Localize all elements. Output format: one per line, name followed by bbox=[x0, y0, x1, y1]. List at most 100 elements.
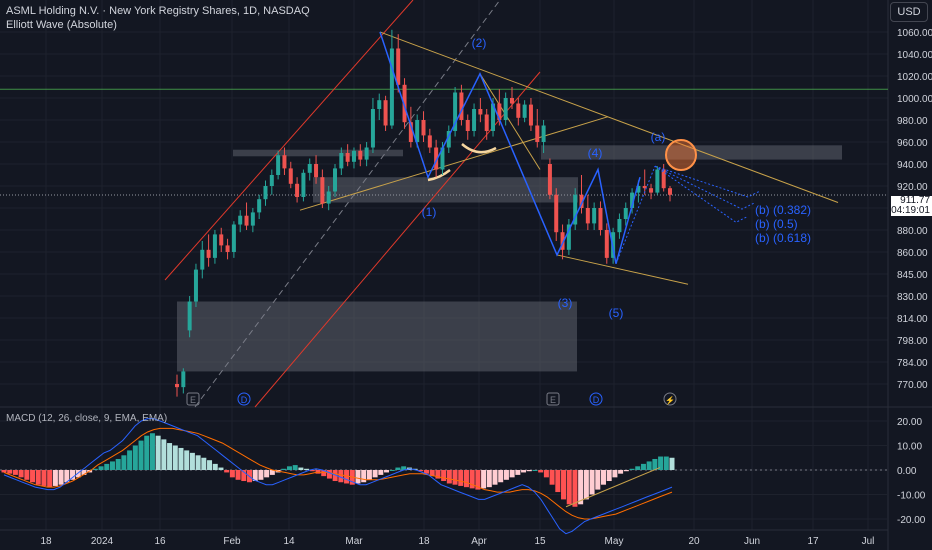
ascending-trendline bbox=[299, 116, 609, 211]
macd-histogram-bar bbox=[315, 470, 321, 474]
event-marker-label: D bbox=[241, 395, 248, 405]
macd-histogram-bar bbox=[41, 470, 47, 486]
macd-histogram-bar bbox=[532, 470, 538, 471]
supply-demand-zone bbox=[177, 301, 577, 372]
macd-histogram-bar bbox=[446, 470, 452, 484]
macd-histogram-bar bbox=[24, 470, 30, 480]
macd-histogram-bar bbox=[172, 445, 178, 470]
event-marker[interactable]: E bbox=[186, 392, 200, 406]
macd-histogram-bar bbox=[70, 470, 76, 480]
event-marker[interactable]: E bbox=[546, 392, 560, 406]
macd-histogram-bar bbox=[138, 440, 144, 470]
price-tick-label: 1000.00 bbox=[897, 94, 932, 105]
last-price-value: 911.77 bbox=[900, 195, 930, 206]
macd-histogram-bar bbox=[612, 470, 618, 478]
macd-histogram-bar bbox=[292, 465, 298, 470]
wave-label: (5) bbox=[609, 306, 624, 320]
macd-histogram-bar bbox=[384, 470, 390, 473]
macd-histogram-bar bbox=[623, 470, 629, 472]
candle-body bbox=[231, 224, 236, 252]
candle-body bbox=[408, 122, 413, 142]
time-tick-label: May bbox=[605, 536, 624, 547]
macd-histogram-bar bbox=[104, 463, 110, 470]
symbol-title[interactable]: ASML Holding N.V. · New York Registry Sh… bbox=[6, 5, 310, 17]
macd-histogram-bar bbox=[252, 470, 258, 482]
candle-body bbox=[535, 125, 540, 142]
macd-histogram-bar bbox=[372, 470, 378, 478]
price-tick-label: 920.00 bbox=[897, 182, 928, 193]
macd-tick-label: 0.00 bbox=[897, 466, 917, 477]
macd-histogram-bar bbox=[281, 468, 287, 470]
dividend-marker-circle bbox=[589, 392, 603, 406]
indicator-name[interactable]: Elliott Wave (Absolute) bbox=[6, 19, 117, 31]
macd-histogram-bar bbox=[81, 470, 87, 475]
macd-histogram-bar bbox=[167, 443, 173, 470]
candle-body bbox=[509, 98, 514, 104]
macd-histogram-bar bbox=[395, 467, 401, 470]
macd-histogram-bar bbox=[635, 466, 641, 470]
macd-histogram-bar bbox=[561, 470, 567, 500]
macd-histogram-bar bbox=[503, 470, 509, 480]
candle-body bbox=[383, 100, 388, 126]
macd-histogram-bar bbox=[566, 470, 572, 505]
macd-histogram-bar bbox=[224, 470, 230, 473]
macd-histogram-bar bbox=[572, 470, 578, 507]
candle-body bbox=[503, 98, 508, 120]
candle-body bbox=[478, 109, 483, 115]
currency-button[interactable]: USD bbox=[890, 2, 928, 22]
event-marker-label: E bbox=[190, 395, 196, 405]
candle-body bbox=[434, 147, 439, 170]
supply-demand-zone bbox=[541, 145, 842, 160]
macd-histogram-bar bbox=[115, 458, 121, 470]
macd-histogram-bar bbox=[75, 470, 81, 478]
macd-tick-label: 10.00 bbox=[897, 442, 922, 453]
candle-body bbox=[389, 48, 394, 126]
macd-histogram-bar bbox=[98, 466, 104, 470]
candle-body bbox=[421, 120, 426, 136]
wedge-line bbox=[479, 73, 541, 170]
macd-histogram-bar bbox=[463, 470, 469, 488]
macd-histogram-bar bbox=[521, 470, 527, 473]
macd-histogram-bar bbox=[326, 470, 332, 479]
candle-body bbox=[250, 212, 255, 226]
macd-histogram-bar bbox=[47, 470, 53, 488]
event-marker-label: E bbox=[550, 395, 556, 405]
macd-histogram-bar bbox=[355, 470, 361, 484]
macd-histogram-bar bbox=[212, 463, 218, 470]
macd-histogram-bar bbox=[64, 470, 70, 483]
time-tick-label: Apr bbox=[471, 536, 487, 547]
candle-body bbox=[573, 194, 578, 225]
macd-histogram-bar bbox=[344, 470, 350, 484]
macd-histogram-bar bbox=[589, 470, 595, 495]
macd-label[interactable]: MACD (12, 26, close, 9, EMA, EMA) bbox=[6, 413, 168, 424]
price-tick-label: 860.00 bbox=[897, 248, 928, 259]
candle-body bbox=[358, 150, 363, 160]
time-tick-label: Mar bbox=[345, 536, 363, 547]
curve-accent-1 bbox=[427, 169, 451, 182]
wave-label: (b) (0.5) bbox=[755, 217, 798, 231]
macd-histogram-bar bbox=[475, 470, 481, 490]
candle-body bbox=[446, 131, 451, 148]
candle-body bbox=[402, 84, 407, 123]
macd-histogram-bar bbox=[549, 470, 555, 485]
event-marker[interactable]: D bbox=[589, 392, 603, 406]
macd-histogram-bar bbox=[498, 470, 504, 483]
macd-histogram-bar bbox=[366, 470, 372, 480]
macd-histogram-bar bbox=[401, 466, 407, 470]
macd-histogram-bar bbox=[18, 470, 24, 478]
time-tick-label: Jul bbox=[862, 536, 875, 547]
macd-histogram-bar bbox=[441, 470, 447, 482]
macd-histogram-bar bbox=[378, 470, 384, 475]
candle-body bbox=[326, 191, 331, 204]
macd-histogram-bar bbox=[429, 470, 435, 477]
macd-histogram-bar bbox=[184, 450, 190, 470]
candle-body bbox=[630, 192, 635, 208]
event-marker[interactable]: D bbox=[237, 392, 251, 406]
macd-histogram-bar bbox=[606, 470, 612, 482]
candle-body bbox=[655, 169, 660, 193]
macd-histogram-bar bbox=[109, 461, 115, 470]
wave-label: (3) bbox=[558, 296, 573, 310]
macd-histogram-bar bbox=[149, 433, 155, 470]
price-tick-label: 940.00 bbox=[897, 160, 928, 171]
